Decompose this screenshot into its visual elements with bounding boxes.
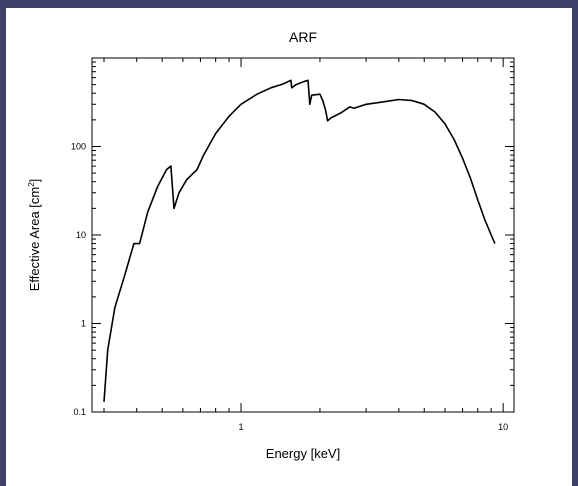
- plot-area: [91, 57, 515, 413]
- axis-ticks: [92, 58, 514, 413]
- x-tick-label: 1: [239, 422, 244, 432]
- y-tick-label: 100: [71, 142, 86, 152]
- arf-chart: ARF 1 10 0.1 1 10 100 Energy [keV] Effective …: [27, 29, 515, 461]
- chart-title: ARF: [289, 29, 317, 45]
- y-axis-label: Effective Area [cm2]: [27, 179, 42, 292]
- x-tick-label: 10: [498, 422, 508, 432]
- y-tick-label: 1: [81, 319, 86, 329]
- y-tick-label: 0.1: [73, 407, 86, 417]
- tick-labels: 1 10 0.1 1 10 100: [71, 142, 508, 433]
- chart-frame: ARF 1 10 0.1 1 10 100 Energy [keV] Effective …: [6, 8, 572, 486]
- x-axis-label: Energy [keV]: [266, 446, 340, 461]
- series-line-arf: [103, 79, 496, 402]
- y-axis-label-main: Effective Area [cm: [27, 187, 42, 292]
- y-tick-label: 10: [76, 230, 86, 240]
- y-axis-label-superscript: 2: [27, 182, 36, 187]
- y-axis-label-close: ]: [27, 179, 42, 183]
